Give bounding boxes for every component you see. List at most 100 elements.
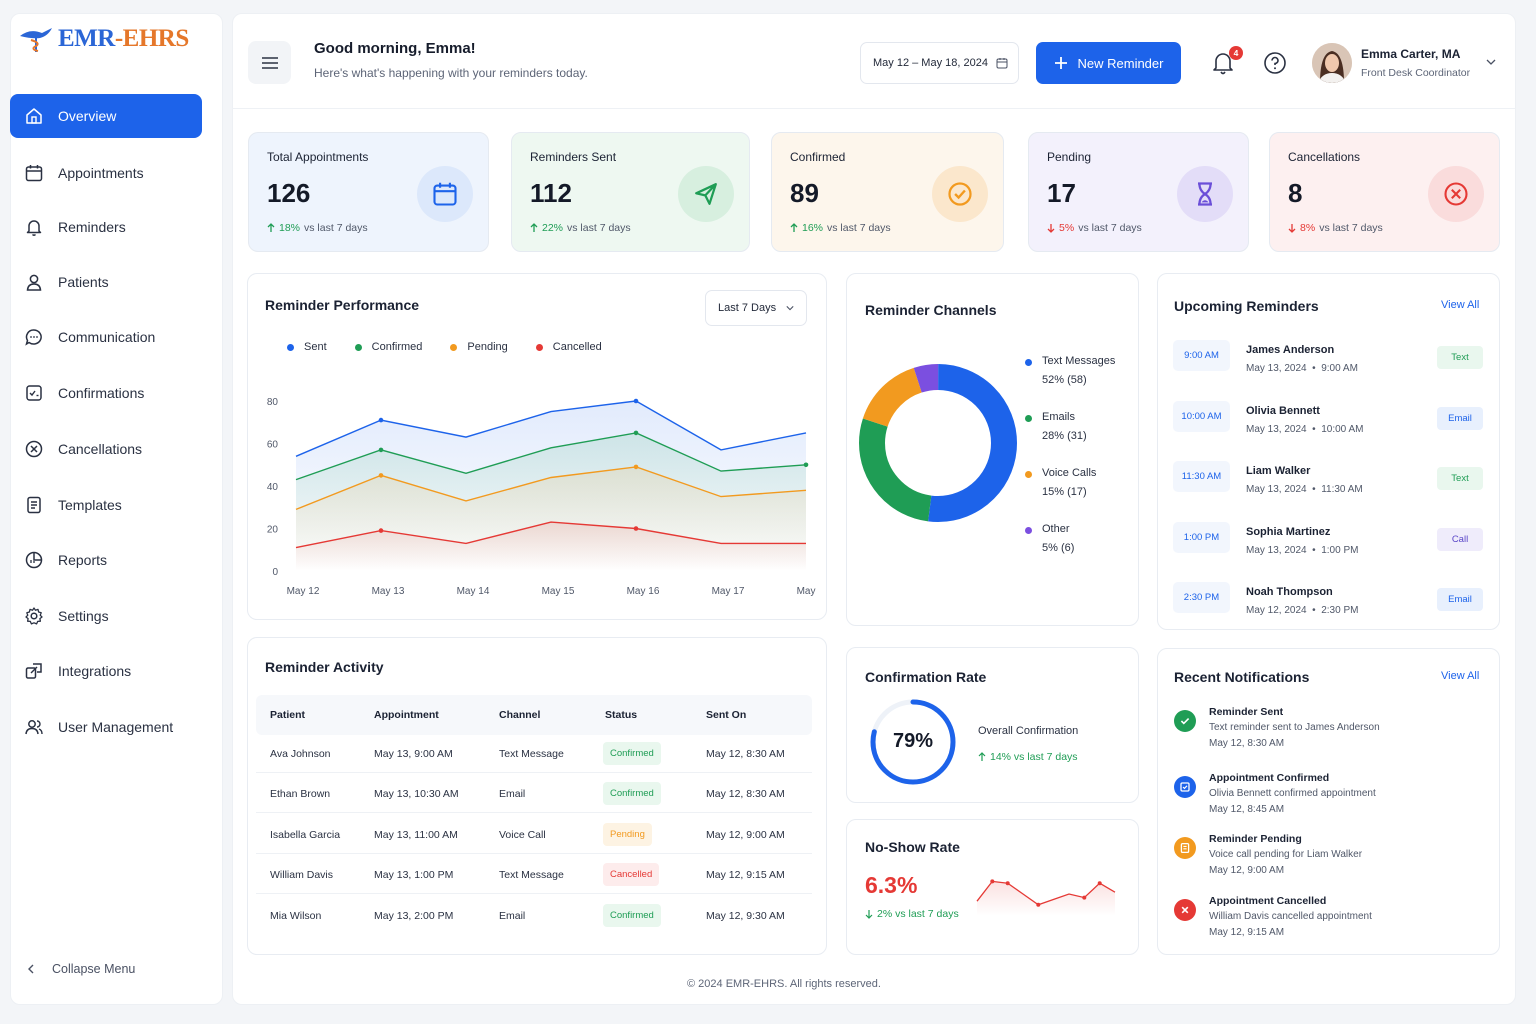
help-button[interactable] [1263, 51, 1287, 75]
column-header: Sent On [706, 709, 747, 721]
sidebar-item-user-management[interactable]: User Management [10, 705, 202, 749]
notification-title[interactable]: Reminder Pending [1209, 833, 1302, 845]
stat-delta-value: 8% [1300, 222, 1316, 234]
range-select[interactable]: Last 7 Days [705, 290, 807, 326]
donut-slice-text-messages[interactable] [859, 364, 1017, 522]
sidebar-item-label: Cancellations [58, 441, 143, 457]
user-icon-wrap [24, 272, 44, 292]
sidebar-item-settings[interactable]: Settings [10, 594, 202, 638]
sidebar-item-confirmations[interactable]: Confirmations [10, 371, 202, 415]
notification-title[interactable]: Reminder Sent [1209, 706, 1284, 718]
x-tick-label: May 17 [712, 586, 745, 597]
notification-icon-circle [1174, 837, 1196, 859]
sidebar-item-appointments[interactable]: Appointments [10, 151, 202, 195]
upcoming-patient-name[interactable]: Liam Walker [1246, 465, 1311, 477]
legend-label: Cancelled [552, 341, 602, 353]
donut-slice-other[interactable] [859, 364, 1017, 522]
sparkline-area [977, 881, 1115, 916]
stat-icon-circle [1177, 166, 1233, 222]
sidebar-item-patients[interactable]: Patients [10, 260, 202, 304]
channel-legend-value: 5% (6) [1042, 542, 1075, 554]
notifications-panel [1157, 648, 1500, 955]
column-header: Channel [499, 709, 541, 721]
upcoming-patient-name[interactable]: Olivia Bennett [1246, 404, 1320, 417]
data-point[interactable] [633, 464, 639, 470]
user-menu-toggle[interactable] [1486, 57, 1496, 67]
user-photo-icon [1312, 43, 1352, 83]
notification-icon-circle [1174, 776, 1196, 798]
channel-legend-name: Text Messages [1042, 355, 1116, 367]
x-tick-label: May 16 [627, 586, 660, 597]
channel-legend-name: Other [1042, 523, 1070, 535]
sidebar-item-templates[interactable]: Templates [10, 483, 202, 527]
data-point[interactable] [633, 430, 639, 436]
y-tick-label: 60 [267, 440, 279, 451]
sidebar-item-integrations[interactable]: Integrations [10, 649, 202, 693]
chart-legend: Sent Confirmed Pending Cancelled [287, 341, 602, 353]
notification-title[interactable]: Appointment Cancelled [1209, 895, 1327, 907]
upcoming-patient-name[interactable]: James Anderson [1246, 344, 1335, 356]
table-cell-patient[interactable]: Mia Wilson [270, 909, 322, 922]
sidebar-item-communication[interactable]: Communication [10, 315, 202, 359]
table-header-row [256, 695, 812, 735]
sidebar-item-label: Templates [58, 497, 122, 513]
arrow-down-icon [1288, 224, 1296, 233]
stat-value: 17 [1047, 178, 1076, 208]
donut-slice-emails[interactable] [859, 364, 1017, 522]
upcoming-patient-name[interactable]: Noah Thompson [1246, 586, 1333, 598]
new-reminder-button[interactable]: New Reminder [1036, 42, 1181, 84]
notifications-button[interactable] [1211, 50, 1235, 76]
sidebar-item-cancellations[interactable]: Cancellations [10, 427, 202, 471]
sparkline-point [1082, 895, 1087, 900]
greeting-subtitle: Here's what's happening with your remind… [314, 66, 588, 80]
noshow-delta-text: 2% vs last 7 days [877, 908, 959, 920]
upcoming-view-all-link[interactable]: View All [1441, 299, 1480, 311]
x-circle-icon-wrap [24, 439, 44, 459]
data-point[interactable] [378, 473, 384, 478]
legend-item: Confirmed [354, 341, 422, 353]
notification-title[interactable]: Appointment Confirmed [1209, 772, 1330, 784]
status-badge: Confirmed [603, 903, 661, 927]
sidebar-item-reports[interactable]: Reports [10, 538, 202, 582]
sparkline-point [1036, 902, 1041, 907]
date-range-value: May 12 – May 18, 2024 [873, 57, 988, 69]
x-tick-label: May 13 [372, 586, 405, 597]
data-point[interactable] [633, 526, 639, 531]
date-range-picker[interactable]: May 12 – May 18, 2024 [860, 42, 1019, 84]
chevron-down-icon [786, 306, 794, 311]
table-cell-patient[interactable]: William Davis [270, 869, 333, 882]
upcoming-channel-tag: Email [1437, 588, 1483, 611]
sparkline-line [976, 880, 1116, 906]
confirmation-delta-text: 14% vs last 7 days [990, 751, 1078, 763]
table-cell-patient[interactable]: Ethan Brown [270, 788, 331, 801]
greeting-title: Good morning, Emma! [314, 40, 476, 57]
data-point[interactable] [803, 462, 809, 468]
data-point[interactable] [633, 398, 639, 404]
collapse-menu-button[interactable]: Collapse Menu [26, 962, 135, 976]
sidebar-item-overview[interactable]: Overview [10, 94, 202, 138]
avatar[interactable] [1312, 43, 1352, 83]
app-logo[interactable]: EMR-EHRS [16, 24, 189, 54]
gear-icon-wrap [24, 606, 44, 626]
data-point[interactable] [378, 417, 384, 423]
sidebar-item-reminders[interactable]: Reminders [10, 205, 202, 249]
channel-legend-dot [1025, 359, 1032, 366]
column-header: Patient [270, 709, 306, 721]
sidebar-item-label: Communication [58, 329, 156, 345]
table-cell-patient[interactable]: Isabella Garcia [270, 828, 341, 841]
notifications-view-all-link[interactable]: View All [1441, 670, 1480, 682]
upcoming-patient-name[interactable]: Sophia Martinez [1246, 525, 1331, 538]
legend-item: Sent [287, 341, 327, 353]
data-point[interactable] [378, 447, 384, 453]
menu-toggle-button[interactable] [248, 41, 291, 84]
arrow-down-icon [1047, 224, 1055, 233]
x-tick-label: May 14 [457, 586, 490, 597]
user-icon [26, 274, 42, 291]
stat-icon-circle [417, 166, 473, 222]
table-cell-patient[interactable]: Ava Johnson [270, 748, 331, 760]
data-point[interactable] [378, 528, 384, 533]
stat-label: Total Appointments [267, 150, 369, 164]
stat-delta-value: 5% [1059, 222, 1075, 234]
status-badge: Pending [603, 822, 652, 846]
stat-delta: 8% vs last 7 days [1288, 222, 1383, 234]
